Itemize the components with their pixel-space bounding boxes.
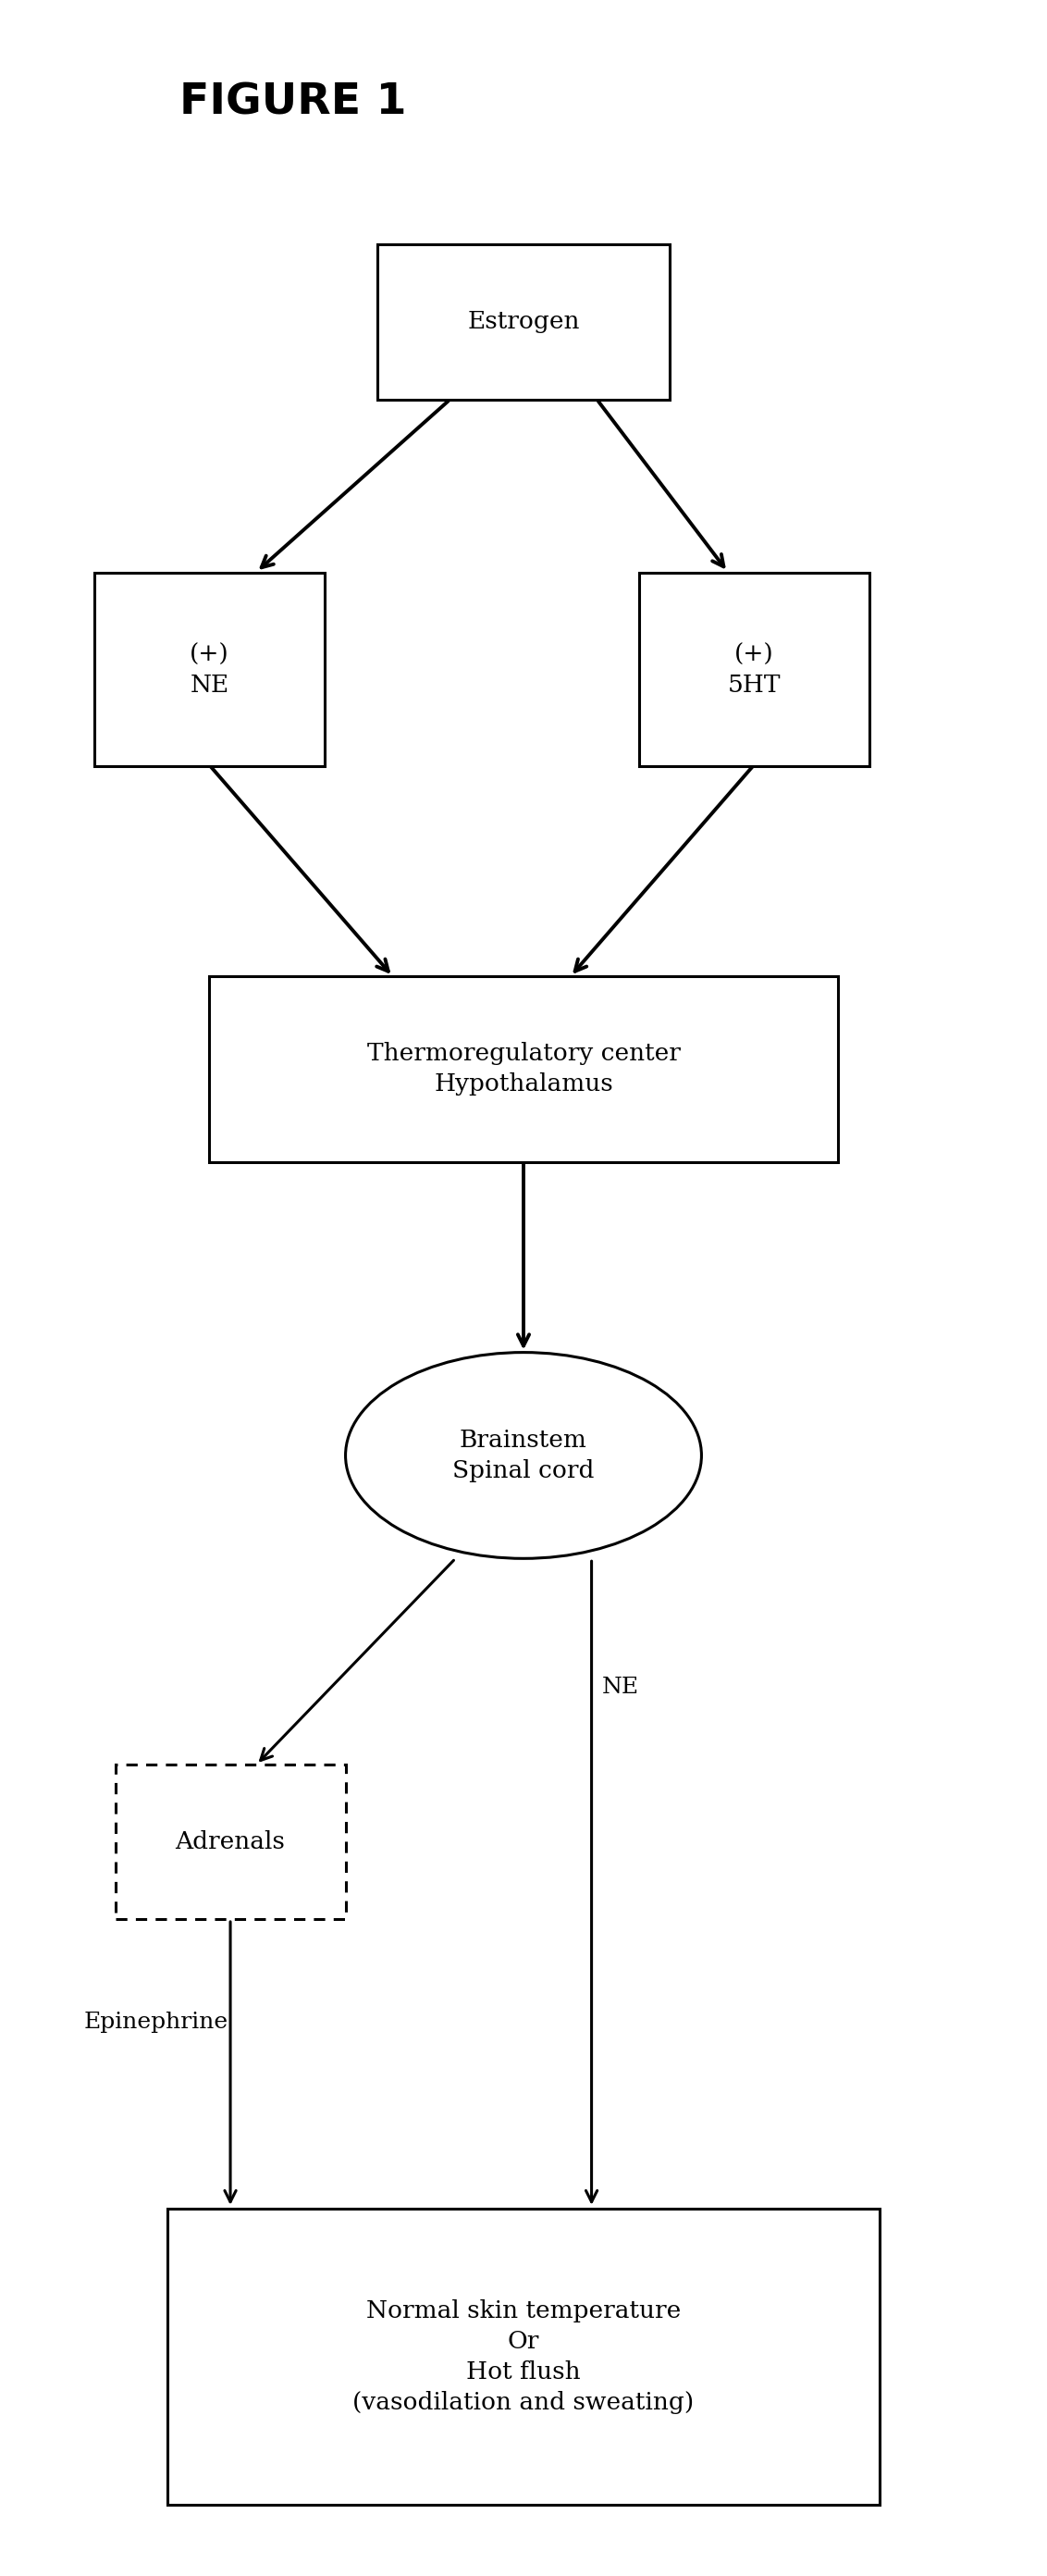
Text: (+)
5HT: (+) 5HT	[728, 644, 780, 696]
FancyBboxPatch shape	[639, 574, 869, 768]
Text: Normal skin temperature
Or
Hot flush
(vasodilation and sweating): Normal skin temperature Or Hot flush (va…	[353, 2300, 694, 2414]
FancyBboxPatch shape	[168, 2208, 879, 2504]
FancyBboxPatch shape	[94, 574, 325, 768]
FancyBboxPatch shape	[115, 1765, 346, 1919]
FancyBboxPatch shape	[377, 245, 670, 399]
Text: Epinephrine: Epinephrine	[84, 2012, 228, 2032]
Text: Brainstem
Spinal cord: Brainstem Spinal cord	[452, 1430, 595, 1481]
Text: Thermoregulatory center
Hypothalamus: Thermoregulatory center Hypothalamus	[366, 1043, 681, 1095]
FancyBboxPatch shape	[209, 976, 838, 1162]
Text: (+)
NE: (+) NE	[190, 644, 229, 696]
Ellipse shape	[346, 1352, 701, 1558]
Text: FIGURE 1: FIGURE 1	[180, 82, 406, 124]
Text: Estrogen: Estrogen	[467, 312, 580, 332]
Text: Adrenals: Adrenals	[175, 1832, 286, 1852]
Text: NE: NE	[602, 1677, 639, 1698]
